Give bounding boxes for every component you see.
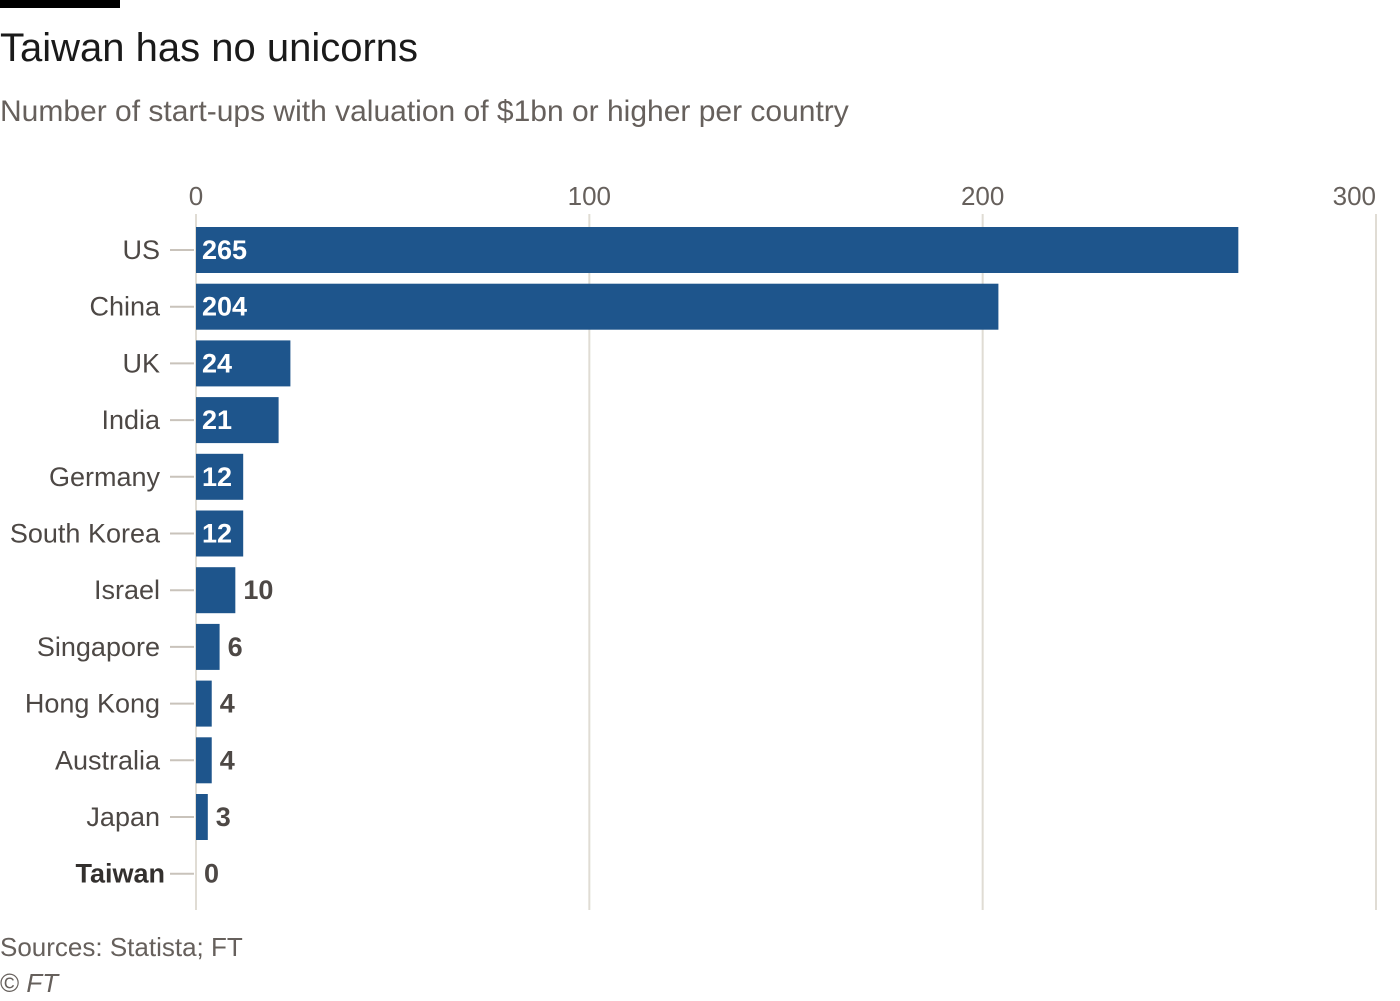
bar — [196, 510, 244, 557]
data-label: 3 — [216, 802, 231, 832]
category-label: Japan — [86, 802, 160, 832]
data-label: 24 — [202, 348, 232, 378]
category-label: India — [101, 405, 161, 435]
x-tick-label: 200 — [961, 181, 1004, 211]
bar — [196, 794, 208, 840]
bar — [196, 453, 244, 500]
category-label: Germany — [49, 462, 161, 492]
copyright-note: © FT — [0, 968, 58, 999]
bar — [196, 680, 212, 727]
data-label: 265 — [202, 235, 247, 265]
bar — [196, 283, 999, 330]
bar — [196, 737, 212, 784]
data-label: 4 — [220, 745, 235, 775]
x-axis-ticks: 0 100 200 300 — [189, 181, 1376, 211]
data-label: 12 — [202, 462, 232, 492]
category-label: US — [122, 235, 160, 265]
x-tick-label: 300 — [1333, 181, 1376, 211]
copyright-symbol: © — [0, 968, 20, 998]
category-label: Singapore — [37, 632, 160, 662]
copyright-owner: FT — [26, 968, 59, 998]
chart-title: Taiwan has no unicorns — [0, 26, 419, 70]
category-label: Australia — [55, 745, 161, 775]
data-label: 12 — [202, 519, 232, 549]
source-note: Sources: Statista; FT — [0, 932, 243, 962]
data-label: 21 — [202, 405, 232, 435]
data-label: 0 — [204, 859, 219, 889]
top-accent-rule — [0, 0, 120, 8]
x-tick-label: 0 — [189, 181, 203, 211]
bar-chart: 0 100 200 300 265 204 24 21 12 12 106 4 4 3 0 US China… — [10, 181, 1377, 910]
data-label: 4 — [220, 689, 235, 719]
x-tick-label: 100 — [568, 181, 611, 211]
data-label: 6 — [228, 632, 243, 662]
bar — [196, 397, 279, 444]
category-label: UK — [122, 348, 160, 378]
bar — [196, 567, 236, 614]
category-labels: US China UK India Germany South Korea Israel Si… — [10, 235, 194, 889]
category-label: Hong Kong — [25, 689, 160, 719]
category-label: Taiwan — [75, 859, 165, 889]
bar — [196, 623, 220, 670]
data-label: 204 — [202, 292, 247, 322]
chart-subtitle: Number of start-ups with valuation of $1… — [0, 95, 849, 128]
category-label: China — [89, 292, 161, 322]
category-label: Israel — [94, 575, 160, 605]
bar — [196, 340, 291, 387]
data-label: 10 — [243, 575, 273, 605]
bars: 265 204 24 21 12 12 106 4 4 3 0 — [196, 227, 1239, 889]
category-label: South Korea — [10, 519, 161, 549]
bar — [196, 227, 1239, 273]
